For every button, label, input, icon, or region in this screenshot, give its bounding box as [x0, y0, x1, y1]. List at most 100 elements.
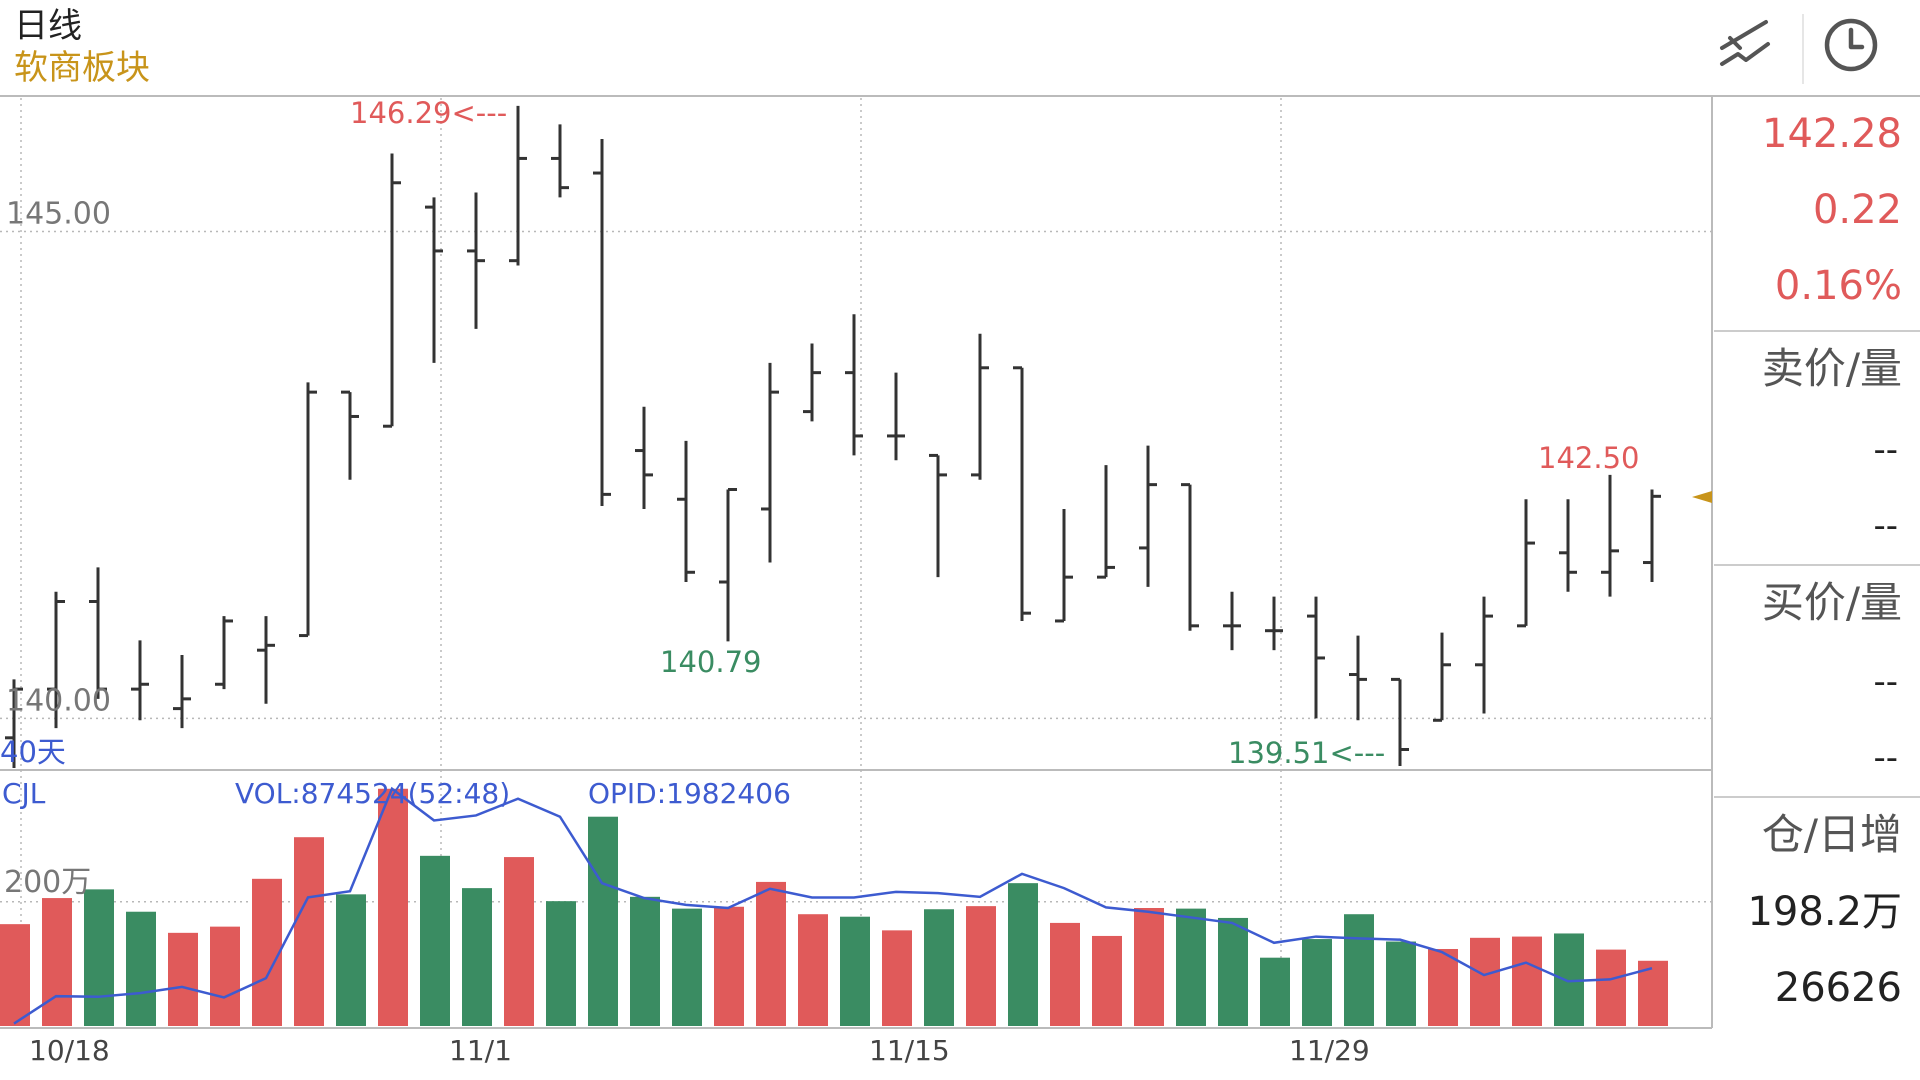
volume-bar [882, 930, 912, 1026]
volume-bar [420, 855, 450, 1026]
bid-label: 买价/量 [1761, 578, 1902, 627]
x-tick-label: 11/29 [1289, 1034, 1370, 1067]
volume-bar [1512, 936, 1542, 1026]
volume-bar [168, 932, 198, 1026]
ohlc-bar [803, 343, 821, 422]
volume-bar [336, 894, 366, 1026]
open-interest-label: 仓/日增 [1761, 810, 1902, 859]
ohlc-bar [383, 153, 401, 428]
bid-qty: -- [1873, 738, 1898, 778]
ohlc-bar [341, 390, 359, 480]
volume-bar [1092, 935, 1122, 1026]
volume-bar [1386, 941, 1416, 1026]
ohlc-bar [887, 372, 905, 461]
volume-bar [294, 837, 324, 1026]
instrument-name[interactable]: 软商板块 [14, 48, 150, 88]
bid-price: -- [1873, 662, 1898, 702]
volume-bar [1134, 908, 1164, 1026]
ohlc-bar [1433, 632, 1451, 722]
ohlc-bar [5, 679, 23, 768]
last-price: 142.28 [1762, 111, 1902, 157]
price-change-pct: 0.16% [1774, 263, 1902, 309]
ohlc-bar [593, 138, 611, 507]
volume-bar [1470, 937, 1500, 1026]
volume-bar [378, 788, 408, 1026]
volume-ma-polyline [13, 786, 1653, 1025]
ohlc-bar [551, 124, 569, 198]
ohlc-bar [509, 105, 527, 266]
min-annotation: 139.51<--- [1228, 736, 1385, 770]
volume-bar [966, 906, 996, 1026]
ohlc-bar [131, 640, 149, 721]
volume-bar [252, 878, 282, 1026]
volume-bar [1428, 948, 1458, 1026]
ohlc-bar [89, 567, 107, 699]
volume-bar [672, 908, 702, 1026]
price-change: 0.22 [1812, 187, 1902, 233]
ohlc-bar [719, 488, 737, 642]
volume-bar [462, 888, 492, 1026]
volume-bar [798, 914, 828, 1026]
ask-price: -- [1873, 430, 1898, 470]
period-days-label: 40天 [0, 735, 66, 769]
ohlc-bar [1055, 508, 1073, 623]
volume-bar [1050, 922, 1080, 1026]
ohlc-bar [215, 616, 233, 690]
period-label[interactable]: 日线 [14, 6, 82, 46]
volume-bar [504, 857, 534, 1026]
ohlc-bar [677, 440, 695, 583]
ohlc-bar [1223, 591, 1241, 651]
vol-indicator-name[interactable]: CJL [2, 777, 46, 810]
ohlc-bars [5, 105, 1661, 768]
x-tick-label: 11/15 [869, 1034, 950, 1067]
volume-bar [840, 916, 870, 1026]
opid-value-label: OPID:1982406 [588, 777, 791, 810]
recent-high-annotation: 142.50 [1538, 441, 1639, 475]
volume-bar [1218, 917, 1248, 1026]
ohlc-bar [1097, 465, 1115, 579]
volume-bar [546, 901, 576, 1026]
open-interest-change: 26626 [1774, 965, 1902, 1011]
current-price-marker [1692, 491, 1712, 503]
y-tick-label: 140.00 [6, 683, 111, 718]
volume-bar [756, 881, 786, 1026]
ohlc-bar [1559, 499, 1577, 592]
ohlc-bar [173, 655, 191, 729]
max-annotation: 146.29<--- [350, 96, 507, 130]
clock-icon[interactable] [1822, 16, 1880, 74]
volume-bar [210, 926, 240, 1026]
ohlc-bar [1181, 483, 1199, 631]
ohlc-bar [1139, 445, 1157, 587]
ohlc-bar [1265, 596, 1283, 651]
ohlc-bar [1391, 677, 1409, 767]
ohlc-bar [1307, 596, 1325, 719]
volume-ma-line [13, 786, 1653, 1025]
ohlc-bar [257, 616, 275, 704]
x-tick-label: 10/18 [29, 1034, 110, 1067]
ohlc-bar [425, 197, 443, 363]
volume-bars [0, 788, 1668, 1026]
panel-divider-2 [1714, 564, 1920, 566]
volume-bar [714, 906, 744, 1026]
ask-label: 卖价/量 [1761, 344, 1902, 393]
ohlc-bar [1517, 499, 1535, 628]
ohlc-bar [1013, 366, 1031, 621]
ohlc-bar [1475, 596, 1493, 714]
volume-bar [1008, 883, 1038, 1026]
volume-bar [42, 898, 72, 1026]
ohlc-bar [467, 192, 485, 329]
volume-bar [924, 909, 954, 1026]
ohlc-bar [1601, 474, 1619, 597]
draw-line-icon[interactable] [1716, 14, 1776, 74]
volume-bar [1260, 957, 1290, 1026]
tick-labels: 10/18 11/1 11/15 11/29 140.00 145.00 200万 [4, 196, 1370, 1067]
panel-divider-3 [1714, 796, 1920, 798]
ohlc-bar [971, 333, 989, 480]
volume-bar [1176, 908, 1206, 1026]
volume-bar [1344, 914, 1374, 1026]
volume-bar [126, 911, 156, 1026]
ohlc-bar [845, 314, 863, 456]
ohlc-bar [1643, 489, 1661, 583]
ohlc-bar [929, 453, 947, 578]
